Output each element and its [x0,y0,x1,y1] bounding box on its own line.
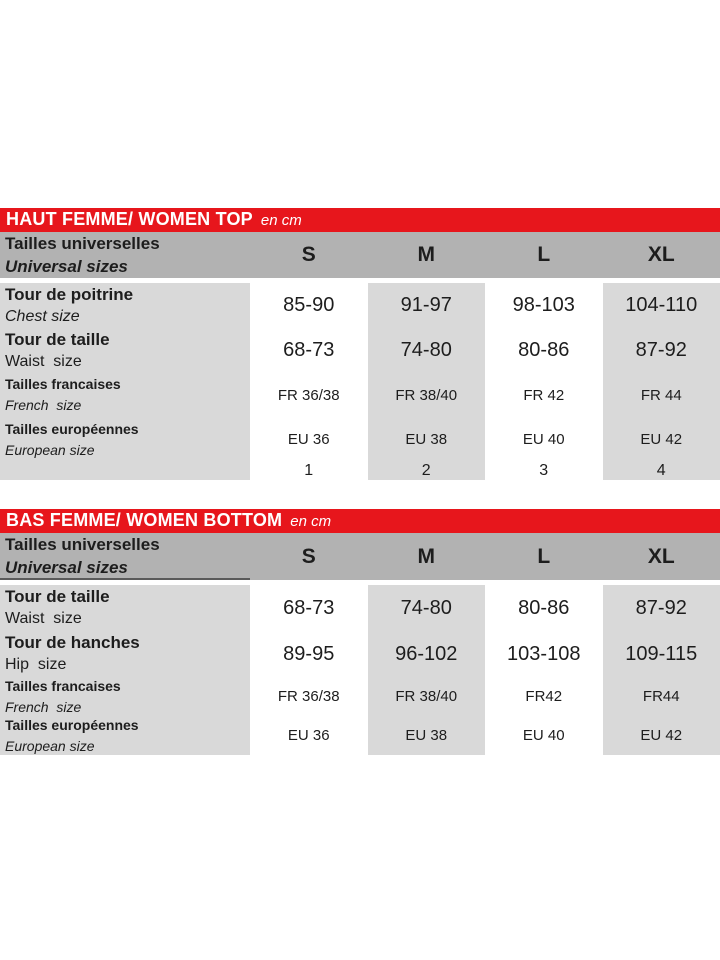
table-row-european-size: Tailles européennes European size EU 36 … [0,417,720,462]
size-value-cell: EU 40 [485,716,603,755]
size-value-cell: FR 38/40 [367,677,485,716]
header-body-gap [0,278,720,283]
row-label-en: Waist size [5,610,82,627]
size-value-cell: EU 38 [367,716,485,755]
row-label-en: French size [5,397,82,413]
size-col-header-m: M [417,544,436,568]
size-value-cell: 80-86 [485,328,603,373]
size-value-cell: EU 36 [250,417,368,462]
size-col-header-l: L [537,243,551,266]
size-value-cell: 74-80 [367,328,485,373]
row-label: Tour de taille Waist size [0,585,250,631]
table-row-size-numbers: 1 2 3 4 [0,462,720,480]
row-label: Tour de taille Waist size [0,328,250,373]
row-label-fr: Tailles francaises [5,376,121,392]
table-row-waist: Tour de taille Waist size 68-73 74-80 80… [0,328,720,373]
size-value-cell: FR 44 [602,373,720,417]
size-value-cell: EU 36 [250,716,368,755]
universal-sizes-en: Universal sizes [5,557,128,577]
universal-sizes-fr: Tailles universelles [5,234,160,253]
size-header-row: Tailles universelles Universal sizes S M… [0,232,720,278]
size-value-cell: 74-80 [367,585,485,631]
size-col-header-s: S [301,544,316,568]
size-value-cell: 91-97 [367,283,485,328]
row-label-fr: Tour de poitrine [5,284,134,304]
size-value-cell: FR 38/40 [367,373,485,417]
size-value-cell: 85-90 [250,283,368,328]
size-value-cell: 98-103 [485,283,603,328]
row-label-fr: Tailles francaises [5,677,121,694]
size-value-cell: FR42 [485,677,603,716]
size-value-cell: EU 42 [602,417,720,462]
size-col-header-xl: XL [647,243,675,266]
size-value-cell: 103-108 [485,631,603,677]
size-value-cell: EU 40 [485,417,603,462]
size-value-cell: EU 38 [367,417,485,462]
row-label-en: French size [5,698,82,715]
size-col-header-l: L [537,544,551,568]
women-top-title-bar: HAUT FEMME/ WOMEN TOP en cm [0,208,720,232]
table-row-french-size: Tailles francaises French size FR 36/38 … [0,677,720,716]
row-label-fr: Tailles européennes [5,716,139,733]
women-top-size-table: HAUT FEMME/ WOMEN TOP en cm Tailles univ… [0,208,720,480]
women-bottom-size-table: BAS FEMME/ WOMEN BOTTOM en cm Tailles un… [0,509,720,755]
row-label-en: Waist size [5,352,82,370]
size-value-cell: 104-110 [602,283,720,328]
size-value-cell: 87-92 [602,585,720,631]
size-value-cell: FR 36/38 [250,677,368,716]
size-col-header-m: M [417,243,436,266]
row-label: Tour de hanches Hip size [0,631,250,677]
row-label-en: Chest size [5,307,80,325]
unit-label: en cm [260,212,302,229]
size-value-cell: 96-102 [367,631,485,677]
size-value-cell: FR 42 [485,373,603,417]
size-value-cell: 68-73 [250,328,368,373]
row-label-en: European size [5,737,95,754]
universal-sizes-fr: Tailles universelles [5,534,160,554]
size-value-cell: 68-73 [250,585,368,631]
size-value-cell: EU 42 [602,716,720,755]
row-label-fr: Tour de taille [5,329,110,349]
size-col-header-s: S [301,243,316,266]
table-row-hip: Tour de hanches Hip size 89-95 96-102 10… [0,631,720,677]
table-row-chest: Tour de poitrine Chest size 85-90 91-97 … [0,283,720,328]
row-label-fr: Tour de hanches [5,633,140,652]
size-number-cell: 4 [602,462,720,480]
table-title: HAUT FEMME/ WOMEN TOP [6,209,253,229]
row-label-empty [0,462,250,480]
header-body-gap [0,580,720,585]
row-label-en: Hip size [5,656,67,673]
size-value-cell: 87-92 [602,328,720,373]
table-title: BAS FEMME/ WOMEN BOTTOM [6,510,283,530]
row-label-fr: Tailles européennes [5,420,139,437]
table-row-european-size: Tailles européennes European size EU 36 … [0,716,720,755]
size-value-cell: 80-86 [485,585,603,631]
unit-label: en cm [290,513,332,530]
size-header-row: Tailles universelles Universal sizes S M… [0,533,720,580]
size-value-cell: 109-115 [602,631,720,677]
row-label: Tour de poitrine Chest size [0,283,250,328]
size-value-cell: FR 36/38 [250,373,368,417]
row-label: Tailles francaises French size [0,677,250,716]
size-number-cell: 2 [367,462,485,480]
table-row-waist: Tour de taille Waist size 68-73 74-80 80… [0,585,720,631]
universal-sizes-label: Tailles universelles Universal sizes [0,232,250,278]
table-row-french-size: Tailles francaises French size FR 36/38 … [0,373,720,417]
row-label-fr: Tour de taille [5,587,110,606]
universal-sizes-en: Universal sizes [5,257,128,276]
size-number-cell: 3 [485,462,603,480]
size-number-cell: 1 [250,462,368,480]
size-value-cell: FR44 [602,677,720,716]
row-label: Tailles francaises French size [0,373,250,417]
women-bottom-title-bar: BAS FEMME/ WOMEN BOTTOM en cm [0,509,720,533]
size-value-cell: 89-95 [250,631,368,677]
row-label: Tailles européennes European size [0,417,250,462]
size-col-header-xl: XL [647,544,675,568]
row-label-en: European size [5,441,95,458]
row-label: Tailles européennes European size [0,716,250,755]
universal-sizes-label: Tailles universelles Universal sizes [0,533,250,580]
